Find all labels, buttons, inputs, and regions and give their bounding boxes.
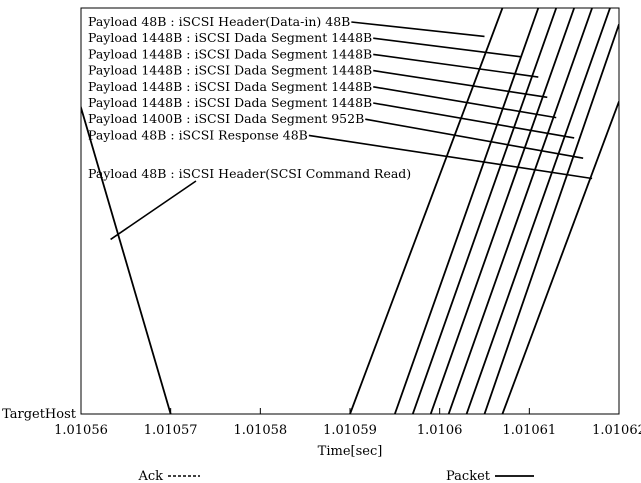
packet-line: [393, 8, 540, 414]
annotation-label: Payload 48B : iSCSI Header(Data-in) 48B: [88, 14, 350, 29]
x-tick-label: 1.01061: [502, 423, 556, 438]
x-ticks: 1.01056 1.01057 1.01058 1.01059 1.0106 1.0106…: [54, 408, 641, 438]
leader-lines: [110, 21, 593, 241]
annotation-leader: [308, 134, 593, 180]
packet-line: [81, 104, 172, 414]
annotation-label: Payload 48B : iSCSI Header(SCSI Command …: [88, 166, 411, 181]
annotation-leader: [365, 118, 584, 160]
legend: Ack Packet: [137, 469, 534, 483]
legend-label-packet: Packet: [446, 469, 491, 483]
legend-label-ack: Ack: [137, 469, 163, 483]
packet-line: [483, 23, 619, 414]
annotation-label: Payload 1448B : iSCSI Dada Segment 1448B: [88, 63, 372, 78]
annotation-leader: [351, 21, 485, 38]
x-tick-label: 1.0106: [417, 423, 463, 438]
x-axis-label: Time[sec]: [318, 444, 383, 459]
packet-line: [465, 8, 611, 414]
x-tick-label: 1.01062: [592, 423, 641, 438]
annotation-labels: Payload 48B : iSCSI Header(Data-in) 48BP…: [88, 14, 411, 181]
annotation-label: Payload 1448B : iSCSI Dada Segment 1448B: [88, 30, 372, 45]
x-tick-label: 1.01057: [144, 423, 198, 438]
annotation-leader: [373, 37, 521, 58]
annotation-label: Payload 48B : iSCSI Response 48B: [88, 127, 308, 142]
x-tick-label: 1.01058: [233, 423, 287, 438]
annotation-leader: [373, 53, 539, 78]
packet-line: [501, 101, 619, 414]
packet-line: [447, 8, 593, 414]
annotation-label: Payload 1448B : iSCSI Dada Segment 1448B: [88, 95, 372, 110]
y-axis-label: TargetHost: [2, 407, 77, 422]
data-lines: [81, 8, 619, 414]
annotation-label: Payload 1448B : iSCSI Dada Segment 1448B: [88, 79, 372, 94]
annotation-leader: [373, 69, 548, 99]
annotation-leader: [373, 86, 557, 119]
packet-line: [349, 8, 504, 414]
packet-line: [429, 8, 576, 414]
x-tick-label: 1.01056: [54, 423, 108, 438]
annotation-leader: [110, 180, 197, 241]
annotation-label: Payload 1448B : iSCSI Dada Segment 1448B: [88, 46, 372, 61]
annotation-label: Payload 1400B : iSCSI Dada Segment 952B: [88, 111, 364, 126]
x-tick-label: 1.01059: [323, 423, 377, 438]
annotation-leader: [373, 102, 575, 139]
